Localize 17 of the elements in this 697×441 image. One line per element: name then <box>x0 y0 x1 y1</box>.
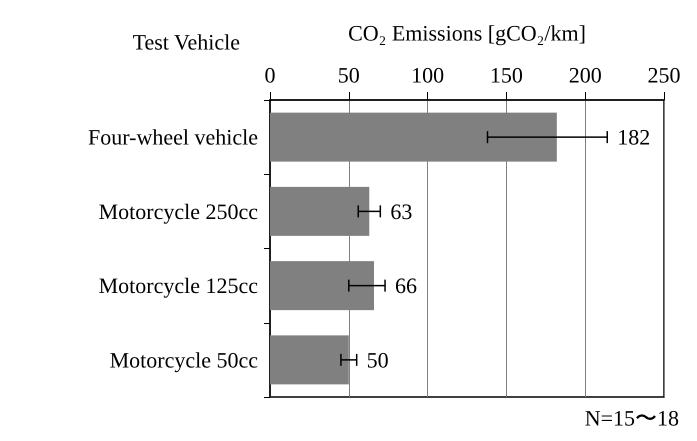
x-tick-label: 50 <box>338 62 360 88</box>
y-tick-label: Motorcycle 250cc <box>98 198 258 224</box>
data-label: 182 <box>617 124 650 150</box>
x-tick-label: 0 <box>264 62 276 88</box>
x-tick-label: 100 <box>411 62 444 88</box>
x-tick-label: 200 <box>568 62 602 88</box>
data-label: 63 <box>390 198 412 224</box>
x-tick-label: 150 <box>490 62 523 88</box>
data-label: 66 <box>395 273 418 298</box>
y-tick-label: Four-wheel vehicle <box>88 124 258 150</box>
data-label: 50 <box>366 347 389 372</box>
x-axis-title: CO₂ Emissions [gCO₂/km] <box>348 20 586 46</box>
x-tick-label: 250 <box>648 62 680 88</box>
y-tick-label: Motorcycle 125cc <box>98 273 258 298</box>
y-tick-label: Motorcycle 50cc <box>110 347 258 372</box>
text: N=15〜18 <box>584 406 679 430</box>
y-axis-title: Test Vehicle <box>132 30 240 54</box>
